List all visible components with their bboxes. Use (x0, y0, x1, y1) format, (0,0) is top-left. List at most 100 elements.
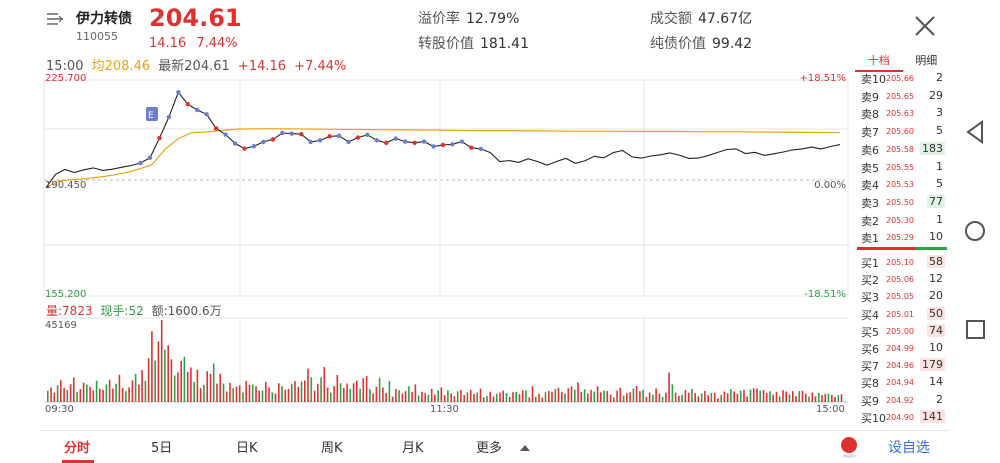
volume-bar (307, 368, 309, 402)
y-axis-mid: 190.450 (45, 180, 87, 191)
sell-level-10[interactable]: 卖1 205.29 10 (855, 229, 947, 246)
volume-bar (173, 375, 176, 402)
level-label: 卖6 (861, 143, 879, 157)
buy-level-1[interactable]: 买1 205.10 58 (855, 254, 947, 271)
tab-more[interactable]: 更多 (476, 437, 531, 456)
volume-bar (495, 393, 498, 402)
volume-bar (535, 396, 537, 402)
tab-daily-k[interactable]: 日K (236, 441, 258, 456)
trade-marker (251, 143, 257, 149)
trade-marker (327, 134, 332, 139)
volume-bar (128, 387, 130, 402)
volume-bar (564, 393, 566, 402)
volume-bar (382, 387, 384, 402)
level-volume: 2 (936, 392, 943, 406)
volume-bar (567, 388, 570, 402)
buy-level-5[interactable]: 买5 205.00 74 (855, 323, 947, 340)
volume-bar (297, 386, 300, 402)
pct-axis-mid: 0.00% (814, 180, 846, 191)
menu-icon[interactable] (46, 12, 64, 26)
buy-level-3[interactable]: 买3 205.05 20 (855, 288, 947, 305)
level-price: 205.53 (886, 180, 914, 190)
order-book: 十档 明细 卖10 205.66 2 卖9 205.65 29 卖8 205.63 3 卖7 205… (855, 52, 950, 430)
level-volume: 2 (936, 71, 943, 84)
intraday-chart[interactable]: 15:00 均208.46 最新204.61 +14.16 +7.44% E 2… (40, 52, 852, 430)
volume-bar (456, 391, 459, 402)
record-icon[interactable] (838, 435, 860, 459)
volume-bar (395, 389, 397, 402)
volume-bar (700, 393, 703, 402)
volume-bar (108, 379, 111, 402)
conversion-value: 转股价值 181.41 (418, 33, 529, 53)
volume-bar (541, 397, 544, 402)
change-value: 14.16 (149, 36, 187, 51)
legend-change: +14.16 (237, 59, 287, 74)
volume-bar (603, 390, 605, 402)
sell-level-1[interactable]: 卖10 205.66 2 (855, 70, 947, 87)
trade-marker (147, 155, 153, 161)
volume-bar (330, 392, 332, 402)
buy-level-6[interactable]: 买6 204.99 10 (855, 340, 947, 357)
volume-bar (404, 391, 407, 402)
tab-5day[interactable]: 5日 (151, 441, 173, 456)
sell-level-4[interactable]: 卖7 205.60 5 (855, 123, 947, 140)
volume-bar (619, 387, 622, 402)
tab-intraday[interactable]: 分时 (64, 441, 91, 456)
add-watchlist-button[interactable]: 设自选 (888, 440, 930, 456)
buy-level-10[interactable]: 买10 204.90 141 (855, 409, 947, 426)
level-label: 卖4 (861, 179, 879, 193)
sell-level-7[interactable]: 卖4 205.53 5 (855, 176, 947, 193)
volume-bar (762, 390, 765, 402)
volume-bar (53, 392, 56, 402)
sell-level-3[interactable]: 卖8 205.63 3 (855, 105, 947, 122)
volume-bar (359, 388, 361, 402)
volume-bar (658, 393, 661, 402)
volume-bar (486, 396, 488, 402)
tab-weekly-k[interactable]: 周K (321, 441, 343, 456)
tab-ten-levels[interactable]: 十档 (855, 52, 903, 72)
level-label: 买4 (861, 308, 879, 322)
sell-level-5[interactable]: 卖6 205.58 183 (855, 141, 947, 158)
price-line (45, 91, 841, 189)
volume-bar (245, 380, 247, 402)
volume-bar (489, 391, 491, 402)
volume-bar (580, 391, 583, 402)
buy-level-4[interactable]: 买4 205.01 50 (855, 306, 947, 323)
sell-level-2[interactable]: 卖9 205.65 29 (855, 88, 947, 105)
home-icon[interactable] (964, 219, 986, 243)
tab-details[interactable]: 明细 (915, 54, 938, 67)
volume-bar (177, 372, 179, 402)
buy-level-9[interactable]: 买9 204.92 2 (855, 392, 947, 409)
buy-level-2[interactable]: 买2 205.06 12 (855, 271, 947, 288)
volume-bar (112, 388, 114, 402)
close-icon[interactable] (912, 13, 938, 39)
sell-level-8[interactable]: 卖3 205.50 77 (855, 194, 947, 211)
volume-bar (274, 393, 277, 402)
volume-bar (339, 383, 342, 402)
volume-bar (756, 388, 758, 402)
bond-value-value: 99.42 (712, 36, 753, 52)
recents-icon[interactable] (965, 318, 987, 342)
event-marker[interactable]: E (146, 107, 158, 121)
vol-info: 量:7823 (46, 304, 93, 318)
level-volume: 77 (927, 194, 945, 208)
volume-bar (765, 393, 768, 402)
sell-level-6[interactable]: 卖5 205.55 1 (855, 159, 947, 176)
buy-level-7[interactable]: 买7 204.96 179 (855, 357, 947, 374)
sell-level-9[interactable]: 卖2 205.30 1 (855, 212, 947, 229)
tab-monthly-k[interactable]: 月K (402, 441, 424, 456)
level-volume: 5 (936, 124, 943, 138)
level-price: 204.99 (886, 344, 914, 353)
volume-bar (157, 341, 160, 402)
volume-bar (268, 387, 270, 402)
volume-bar (222, 383, 225, 402)
volume-bar (255, 386, 257, 402)
level-price: 205.63 (886, 109, 914, 119)
trade-marker (402, 139, 408, 144)
trade-marker (138, 160, 143, 166)
volume-bar (466, 392, 469, 402)
buy-level-8[interactable]: 买8 204.94 14 (855, 374, 947, 391)
volume-bar (167, 345, 169, 402)
back-icon[interactable] (964, 120, 986, 144)
volume-bar (518, 394, 521, 402)
